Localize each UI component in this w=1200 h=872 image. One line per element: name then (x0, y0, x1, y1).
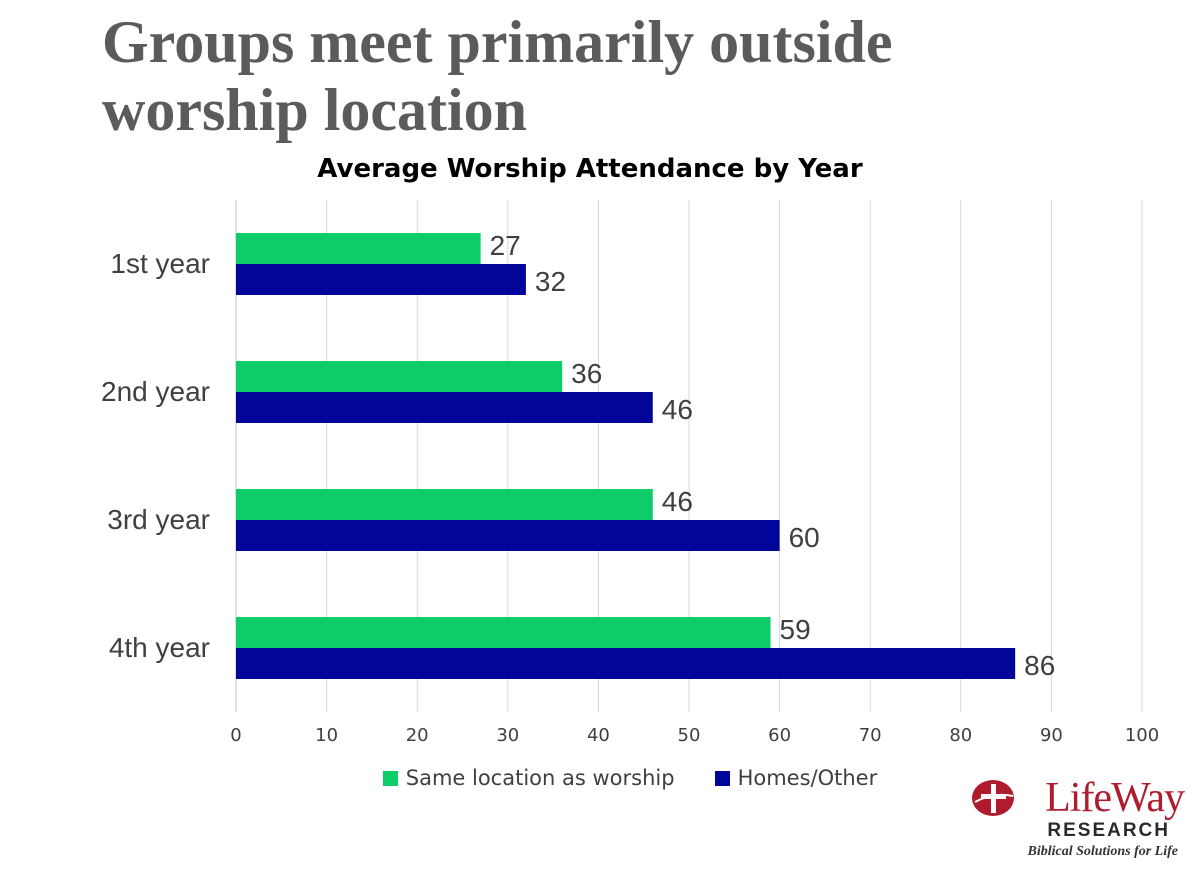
bars (236, 233, 1016, 679)
chart-title: Average Worship Attendance by Year (317, 154, 863, 184)
bar-1-1 (236, 233, 481, 264)
legend-item-homes-other: Homes/Other (714, 766, 878, 790)
logo-tagline: Biblical Solutions for Life (1027, 844, 1178, 859)
x-tick-label-40: 40 (587, 725, 610, 746)
legend-item-same-location: Same location as worship (382, 766, 675, 790)
legend-label-same-location: Same location as worship (405, 766, 675, 790)
category-label-4: 4th year (109, 632, 210, 663)
x-tick-label-50: 50 (678, 725, 701, 746)
bar-1-4 (236, 617, 771, 648)
data-label-1-3: 46 (662, 486, 693, 517)
x-tick-label-0: 0 (230, 725, 241, 746)
x-tick-label-80: 80 (949, 725, 972, 746)
logo-cross-icon (972, 780, 1014, 816)
category-label-3: 3rd year (107, 504, 210, 535)
bar-2-1 (236, 264, 526, 295)
labels: 0 10 20 30 40 50 60 70 80 90 100 1st year 27 32 2nd ye… (101, 230, 1159, 746)
lifeway-logo: LifeWay RESEARCH Biblical Solutions for … (965, 776, 1190, 866)
data-label-2-2: 46 (662, 394, 693, 425)
bar-1-3 (236, 489, 653, 520)
x-tick-label-70: 70 (859, 725, 882, 746)
data-label-1-1: 27 (490, 230, 521, 261)
category-label-1: 1st year (110, 248, 210, 279)
legend: Same location as worship Homes/Other (0, 766, 1200, 790)
x-tick-label-100: 100 (1125, 725, 1159, 746)
legend-swatch-same-location (382, 770, 398, 786)
data-label-2-1: 32 (535, 266, 566, 297)
data-label-1-4: 59 (780, 614, 811, 645)
data-label-1-2: 36 (571, 358, 602, 389)
legend-label-homes-other: Homes/Other (737, 766, 878, 790)
logo-name: LifeWay (1045, 775, 1185, 821)
x-tick-label-90: 90 (1040, 725, 1063, 746)
x-tick-label-10: 10 (315, 725, 338, 746)
legend-swatch-homes-other (714, 770, 730, 786)
data-label-2-3: 60 (789, 522, 820, 553)
bar-2-3 (236, 520, 780, 551)
data-label-2-4: 86 (1024, 650, 1055, 681)
x-tick-label-30: 30 (496, 725, 519, 746)
slide-title: Groups meet primarily outside worship lo… (102, 9, 893, 143)
category-label-2: 2nd year (101, 376, 210, 407)
logo-research: RESEARCH (1047, 820, 1170, 841)
x-tick-label-20: 20 (406, 725, 429, 746)
bar-2-2 (236, 392, 653, 423)
x-tick-label-60: 60 (768, 725, 791, 746)
bar-2-4 (236, 648, 1016, 679)
bar-1-2 (236, 361, 563, 392)
